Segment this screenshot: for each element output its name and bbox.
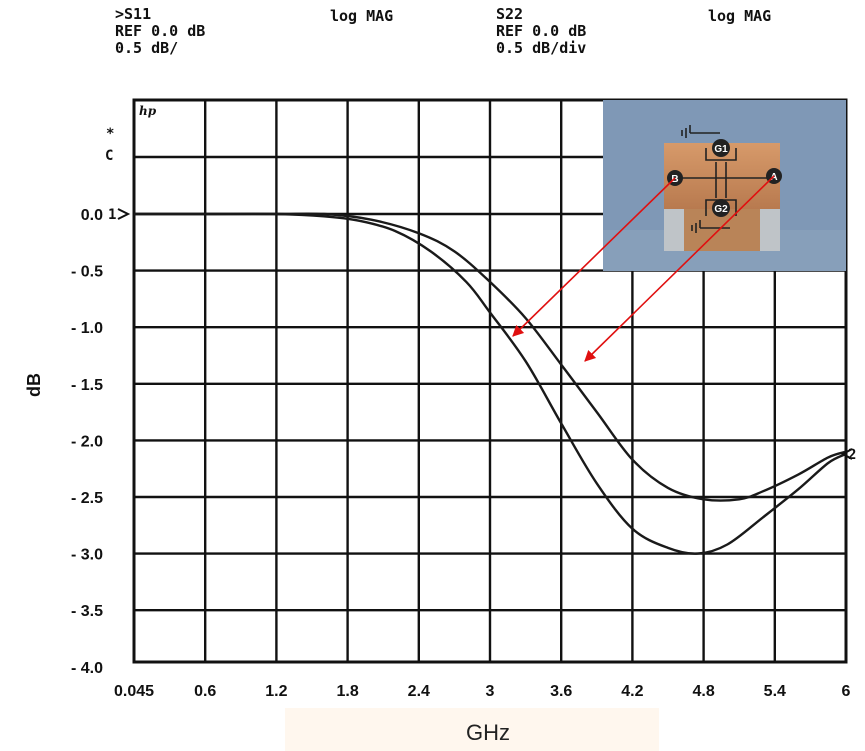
trace-upper — [134, 212, 847, 502]
s22-format-label: log MAG — [708, 7, 772, 25]
marker-1-pointer-icon — [117, 208, 131, 220]
arrow-a-to-upper-trace — [584, 175, 775, 362]
s22-param-label: S22 — [496, 5, 524, 23]
marker-1-label: 1 — [108, 207, 116, 223]
x-tick-label: 1.2 — [265, 683, 287, 700]
s22-ref-value: REF 0.0 dB — [496, 22, 587, 40]
y-axis-label: dB — [24, 373, 44, 397]
y-tick-label: - 0.5 — [71, 264, 103, 281]
s11-param-label: >S11 — [115, 5, 152, 23]
chip-left-terminal — [664, 205, 684, 251]
x-tick-label: 3.6 — [550, 683, 572, 700]
x-tick-label: 4.8 — [692, 683, 714, 700]
x-tick-label: 4.2 — [621, 683, 643, 700]
pin-g2-label: G2 — [714, 204, 728, 215]
pin-g1-dot — [712, 139, 730, 157]
y-tick-label: - 3.0 — [71, 547, 103, 564]
s11-scale-value: 0.5 dB/ — [115, 39, 179, 57]
x-tick-label: 0.045 — [114, 683, 154, 700]
y-tick-label: - 2.0 — [71, 433, 103, 450]
ground-symbol-top-icon — [681, 125, 720, 138]
x-tick-label: 6 — [842, 683, 851, 700]
x-tick-label: 1.8 — [336, 683, 358, 700]
s11-header: >S11 REF 0.0 dB 0.5 dB/ — [115, 6, 205, 57]
s11-ref-value: REF 0.0 dB — [115, 22, 206, 40]
arrow-b-to-lower-trace — [512, 177, 676, 337]
s22-header: S22 REF 0.0 dB 0.5 dB/div — [496, 6, 586, 57]
y-tick-labels: 0.0 - 0.5 - 1.0 - 1.5 - 2.0 - 2.5 - 3.0 - 3.5 - … — [71, 207, 103, 677]
traces — [134, 212, 847, 555]
pin-g2-dot — [712, 199, 730, 217]
star-mark: * — [106, 126, 114, 142]
ground-symbol-bottom-icon — [691, 220, 730, 233]
s22-scale-value: 0.5 dB/div — [496, 39, 587, 57]
x-axis-label: GHz — [466, 720, 510, 745]
pin-a-label: A — [770, 172, 777, 183]
x-tick-label: 3 — [486, 683, 495, 700]
x-tick-label: 2.4 — [408, 683, 430, 700]
chip-right-terminal — [760, 205, 780, 251]
trace-lower — [134, 212, 847, 555]
y-tick-label: 0.0 — [81, 207, 103, 224]
x-axis-label-background — [285, 708, 659, 751]
y-tick-label: - 3.5 — [71, 603, 103, 620]
x-tick-label: 0.6 — [194, 683, 216, 700]
y-tick-label: - 4.0 — [71, 660, 103, 677]
c-mark: C — [105, 148, 113, 164]
y-tick-label: - 1.5 — [71, 377, 103, 394]
pin-g1-label: G1 — [714, 144, 728, 155]
marker-2-label: 2 — [848, 447, 856, 463]
component-photo-inset: B A G1 G2 — [603, 100, 846, 271]
y-tick-label: - 1.0 — [71, 320, 103, 337]
x-tick-labels: 0.045 0.6 1.2 1.8 2.4 3 3.6 4.2 4.8 5.4 6 — [114, 683, 851, 700]
pin-b-label: B — [671, 174, 678, 185]
y-tick-label: - 2.5 — [71, 490, 103, 507]
marker-2-pointer-icon — [840, 448, 853, 460]
x-tick-label: 5.4 — [764, 683, 786, 700]
s11-format-label: log MAG — [330, 7, 394, 25]
plot-frame — [132, 98, 848, 664]
hp-logo: hp — [139, 104, 157, 118]
